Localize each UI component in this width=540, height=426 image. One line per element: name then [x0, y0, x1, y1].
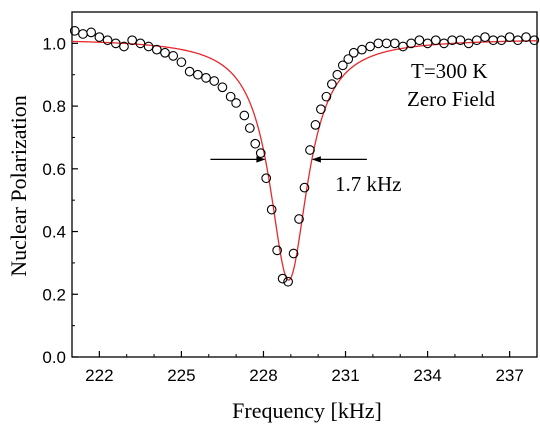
y-tick-label: 0.0 — [42, 348, 66, 367]
data-point — [250, 138, 261, 149]
field-annotation: Zero Field — [407, 87, 496, 111]
x-axis-ticks: 222 225 228 231 234 237 — [71, 351, 538, 385]
data-point — [151, 44, 162, 55]
data-point — [261, 173, 272, 184]
data-point — [480, 32, 490, 42]
y-tick-label: 0.4 — [42, 223, 66, 242]
data-point — [135, 38, 146, 49]
data-point — [439, 38, 449, 49]
data-point — [239, 110, 250, 121]
data-point — [94, 32, 105, 42]
data-point — [217, 82, 228, 93]
data-point — [373, 38, 384, 49]
width-arrows — [210, 156, 367, 163]
data-point — [255, 148, 266, 158]
x-axis-title: Frequency [kHz] — [232, 398, 382, 423]
x-tick-label: 237 — [495, 366, 523, 385]
data-point — [176, 57, 187, 68]
data-point — [143, 41, 154, 52]
data-point — [127, 35, 138, 46]
data-point — [357, 44, 367, 55]
data-point — [321, 91, 332, 102]
data-point — [398, 41, 408, 52]
x-tick-label: 228 — [249, 366, 277, 385]
y-axis-ticks: 0.0 0.2 0.4 0.6 0.8 1.0 — [42, 11, 78, 367]
width-annotation: 1.7 kHz — [335, 172, 402, 196]
data-point — [337, 60, 348, 71]
data-point — [504, 32, 515, 42]
data-point — [430, 35, 441, 46]
data-point — [201, 73, 211, 83]
fit-curve — [71, 40, 538, 281]
data-point — [389, 38, 400, 49]
data-point — [192, 69, 203, 80]
data-point — [414, 35, 425, 46]
right-arrow-head — [311, 156, 321, 163]
temperature-annotation: T=300 K — [411, 59, 488, 83]
data-point — [294, 214, 304, 224]
x-tick-label: 225 — [167, 366, 195, 385]
x-tick-label: 231 — [331, 366, 359, 385]
y-tick-label: 0.2 — [42, 285, 66, 304]
data-point — [277, 273, 288, 284]
data-point — [521, 32, 531, 42]
y-axis-title: Nuclear Polarization — [6, 95, 31, 276]
data-point — [283, 276, 293, 287]
data-point — [348, 47, 359, 58]
data-point — [299, 182, 310, 193]
data-point — [513, 35, 523, 46]
data-point — [69, 25, 80, 36]
data-point — [365, 41, 375, 52]
data-point — [455, 35, 466, 46]
data-points — [69, 25, 540, 287]
data-point — [244, 123, 255, 133]
data-point — [488, 35, 499, 46]
data-point — [184, 66, 195, 77]
data-point — [119, 41, 129, 52]
data-point — [160, 47, 170, 58]
data-point — [422, 38, 433, 49]
data-point — [529, 35, 540, 46]
data-point — [496, 35, 507, 46]
y-tick-label: 0.6 — [42, 160, 66, 179]
y-tick-label: 1.0 — [42, 34, 66, 53]
data-point — [168, 51, 179, 61]
x-tick-label: 234 — [413, 366, 441, 385]
data-point — [381, 38, 392, 49]
x-tick-label: 222 — [85, 366, 113, 385]
data-point — [266, 204, 277, 215]
y-tick-label: 0.8 — [42, 97, 66, 116]
data-point — [288, 248, 299, 259]
data-point — [327, 79, 337, 89]
data-point — [305, 145, 315, 155]
left-arrow-head — [256, 156, 266, 163]
data-point — [86, 27, 96, 38]
data-point — [110, 38, 121, 49]
data-point — [209, 76, 220, 86]
data-point — [310, 120, 321, 130]
data-point — [471, 35, 482, 46]
plot-frame — [71, 11, 538, 358]
data-point — [102, 35, 113, 46]
data-point — [332, 69, 343, 80]
data-point — [225, 91, 236, 102]
data-point — [343, 54, 354, 64]
data-point — [406, 38, 417, 49]
data-point — [231, 98, 241, 108]
data-point — [272, 245, 282, 256]
data-point — [316, 104, 326, 115]
data-point — [78, 29, 88, 39]
data-point — [463, 38, 474, 49]
